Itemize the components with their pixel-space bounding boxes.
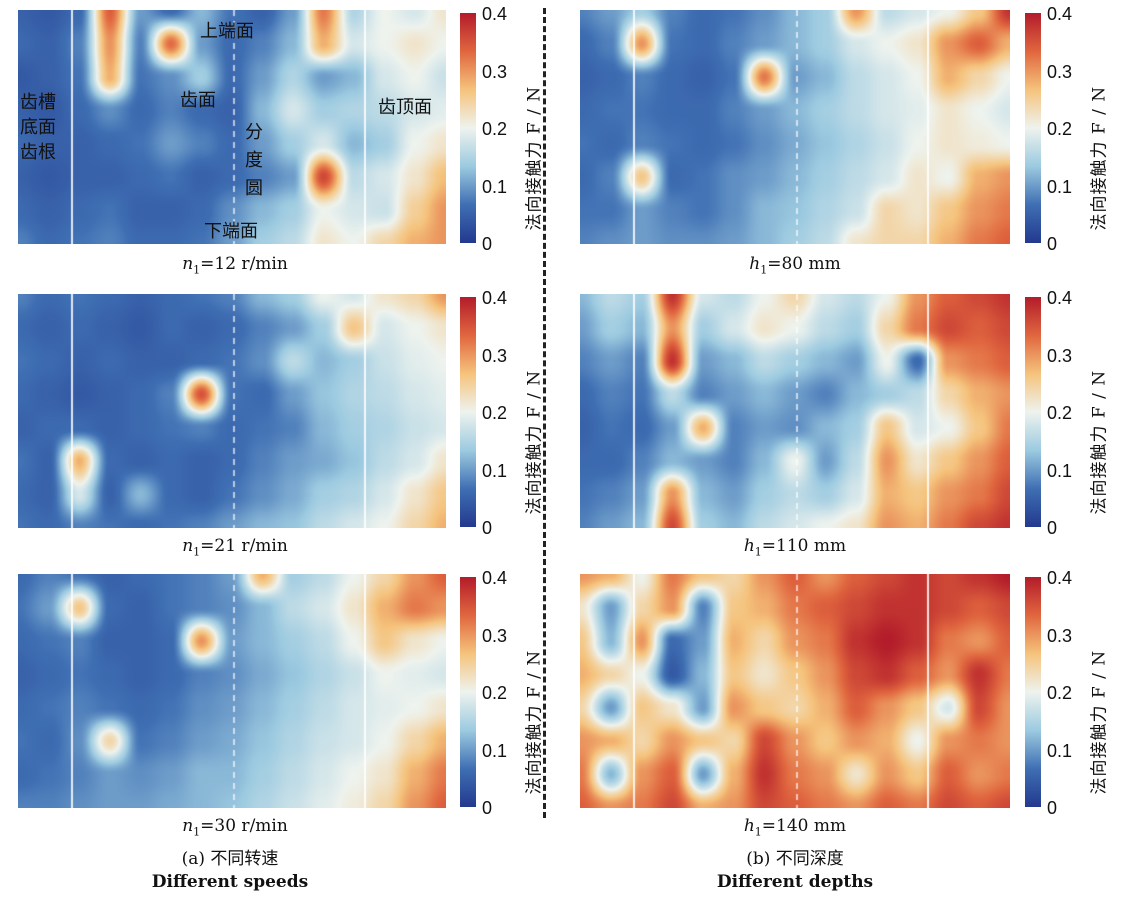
colorbar-1 [460,297,476,527]
colorbar-tick: 0.1 [482,460,508,481]
colorbar-label: 法向接触力 F / N [524,85,545,231]
tooth-face-label: 齿面 [180,90,216,111]
colorbar-tick: 0.2 [1047,119,1073,139]
colorbar-tick: 0.1 [1047,176,1073,197]
colorbar-tick: 0.3 [482,625,508,646]
colorbar-label: 法向接触力 F / N [524,369,545,515]
caption-h140: h1=140 mm [743,816,847,839]
top-face-label: 上端面 [200,21,254,42]
colorbar-label: 法向接触力 F / N [1089,649,1110,795]
colorbar-tick: 0.3 [482,61,508,82]
colorbar-tick: 0.4 [482,568,508,588]
group-speeds-en: Different speeds [151,872,309,892]
colorbar-tick: 0.4 [482,4,508,24]
colorbar-tick: 0.3 [1047,61,1073,82]
group-label-speeds: (a) 不同转速 Different speeds [140,848,320,894]
colorbar-5 [1025,577,1041,807]
colorbar-tick: 0.4 [1047,4,1073,24]
colorbar-4 [1025,297,1041,527]
colorbar-tick: 0 [482,798,493,818]
colorbar-tick: 0.1 [482,740,508,761]
colorbar-tick: 0.4 [1047,288,1073,308]
heatmap-h140 [580,574,1010,808]
heatmap-n30 [18,574,446,808]
colorbar-tick: 0.3 [1047,625,1073,646]
group-speeds-cn: (a) 不同转速 [181,849,279,869]
colorbar-tick: 0.1 [1047,460,1073,481]
heatmap-h110 [580,294,1010,528]
caption-n21: n1=21 r/min [182,536,288,559]
column-divider [543,8,546,818]
root-label-1: 齿槽 [20,92,56,113]
colorbar-tick: 0 [1047,234,1058,254]
caption-n30: n1=30 r/min [182,816,288,839]
colorbar-tick: 0 [1047,518,1058,538]
heatmap-n12 [18,10,446,244]
pitch-circle-label-3: 圆 [245,178,263,199]
tip-face-label: 齿顶面 [378,97,432,118]
root-label-3: 齿根 [20,142,56,163]
colorbar-tick: 0 [1047,798,1058,818]
pitch-circle-label-2: 度 [245,150,263,171]
colorbar-tick: 0.1 [482,176,508,197]
colorbar-tick: 0 [482,518,493,538]
colorbar-tick: 0.2 [1047,403,1073,423]
colorbar-tick: 0.2 [482,403,508,423]
colorbar-0 [460,13,476,243]
bottom-face-label: 下端面 [204,221,258,242]
caption-h80: h1=80 mm [749,254,841,277]
colorbar-tick: 0.4 [1047,568,1073,588]
caption-h110: h1=110 mm [743,536,847,559]
group-depths-en: Different depths [716,872,874,892]
heatmap-h80 [580,10,1010,244]
group-label-depths: (b) 不同深度 Different depths [700,848,890,894]
colorbar-3 [1025,13,1041,243]
group-depths-cn: (b) 不同深度 [746,849,844,869]
colorbar-tick: 0.3 [482,345,508,366]
colorbar-tick: 0.4 [482,288,508,308]
colorbar-tick: 0.2 [1047,683,1073,703]
colorbar-tick: 0.2 [482,683,508,703]
colorbar-tick: 0.3 [1047,345,1073,366]
colorbar-2 [460,577,476,807]
caption-n12: n1=12 r/min [182,254,288,277]
root-label-2: 底面 [20,117,56,138]
colorbar-tick: 0.2 [482,119,508,139]
colorbar-label: 法向接触力 F / N [1089,369,1110,515]
colorbar-tick: 0.1 [1047,740,1073,761]
heatmap-n21 [18,294,446,528]
colorbar-tick: 0 [482,234,493,254]
pitch-circle-label-1: 分 [245,122,263,143]
colorbar-label: 法向接触力 F / N [1089,85,1110,231]
colorbar-label: 法向接触力 F / N [524,649,545,795]
